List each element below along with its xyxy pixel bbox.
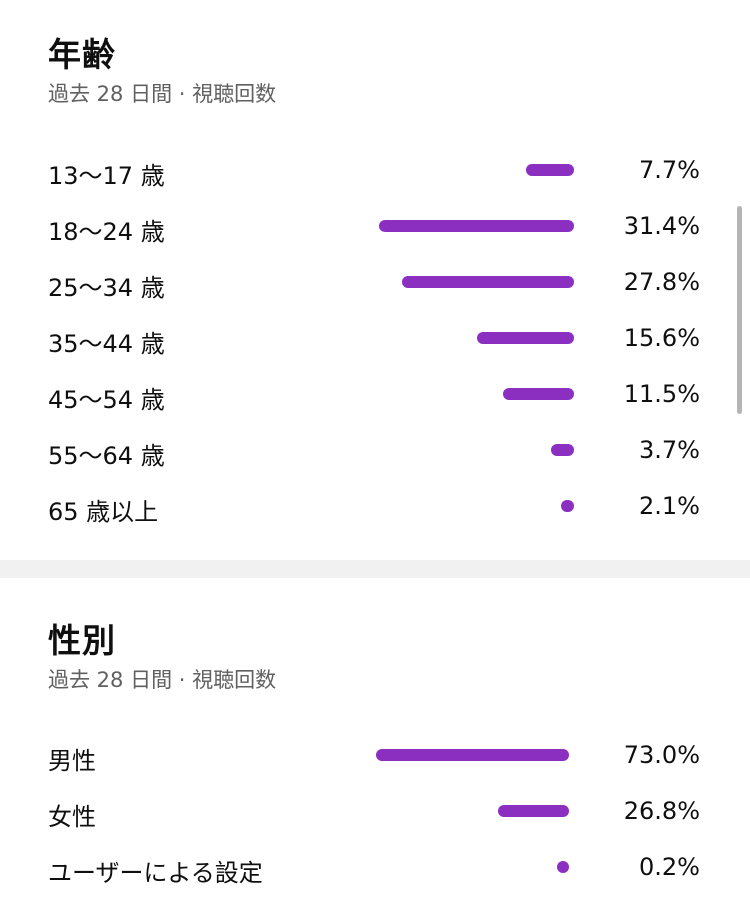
age-row-label: 55〜64 歳 bbox=[48, 442, 165, 470]
gender-row-bar bbox=[375, 749, 569, 761]
age-row-label: 13〜17 歳 bbox=[48, 162, 165, 190]
gender-title: 性別 bbox=[48, 621, 116, 660]
age-row: 25〜34 歳 27.8% bbox=[0, 262, 750, 302]
gender-row-label: 女性 bbox=[48, 803, 96, 831]
age-row-value: 31.4% bbox=[623, 212, 700, 240]
gender-row-value: 26.8% bbox=[623, 797, 700, 825]
age-row: 18〜24 歳 31.4% bbox=[0, 206, 750, 246]
age-row-bar bbox=[502, 388, 574, 400]
age-title: 年齢 bbox=[48, 35, 116, 74]
age-row-label: 25〜34 歳 bbox=[48, 274, 165, 302]
age-row-bar bbox=[477, 332, 574, 344]
age-row-bar bbox=[560, 500, 574, 512]
gender-section: 性別 過去 28 日間 · 視聴回数 男性 73.0% 女性 26.8% ユーザ… bbox=[0, 578, 750, 916]
age-row-label: 18〜24 歳 bbox=[48, 218, 165, 246]
gender-subtitle: 過去 28 日間 · 視聴回数 bbox=[48, 668, 277, 692]
age-row-bar bbox=[379, 220, 574, 232]
age-row: 65 歳以上 2.1% bbox=[0, 486, 750, 526]
age-row-bar bbox=[551, 444, 574, 456]
gender-row: ユーザーによる設定 0.2% bbox=[0, 847, 750, 887]
age-row-label: 35〜44 歳 bbox=[48, 330, 165, 358]
age-row-bar bbox=[526, 164, 574, 176]
gender-row-bar bbox=[497, 805, 569, 817]
age-row-label: 65 歳以上 bbox=[48, 498, 159, 526]
age-section: 年齢 過去 28 日間 · 視聴回数 13〜17 歳 7.7% 18〜24 歳 … bbox=[0, 35, 750, 526]
gender-row-value: 73.0% bbox=[623, 741, 700, 769]
age-row-value: 11.5% bbox=[623, 380, 700, 408]
age-row-value: 15.6% bbox=[623, 324, 700, 352]
gender-row-bar bbox=[557, 861, 569, 873]
gender-row: 男性 73.0% bbox=[0, 735, 750, 775]
gender-row: 女性 26.8% bbox=[0, 791, 750, 831]
age-row: 13〜17 歳 7.7% bbox=[0, 150, 750, 190]
gender-row-label: 男性 bbox=[48, 747, 96, 775]
gender-row-value: 0.2% bbox=[639, 853, 700, 881]
age-row-value: 7.7% bbox=[639, 156, 700, 184]
section-divider bbox=[0, 560, 750, 578]
age-row-value: 27.8% bbox=[623, 268, 700, 296]
age-row: 35〜44 歳 15.6% bbox=[0, 318, 750, 358]
age-row-value: 3.7% bbox=[639, 436, 700, 464]
gender-row-label: ユーザーによる設定 bbox=[48, 859, 263, 887]
age-row-value: 2.1% bbox=[639, 492, 700, 520]
age-subtitle: 過去 28 日間 · 視聴回数 bbox=[48, 82, 277, 106]
age-row-label: 45〜54 歳 bbox=[48, 386, 165, 414]
scrollbar[interactable] bbox=[737, 206, 742, 414]
age-row: 55〜64 歳 3.7% bbox=[0, 430, 750, 470]
age-row-bar bbox=[401, 276, 574, 288]
age-row: 45〜54 歳 11.5% bbox=[0, 374, 750, 414]
